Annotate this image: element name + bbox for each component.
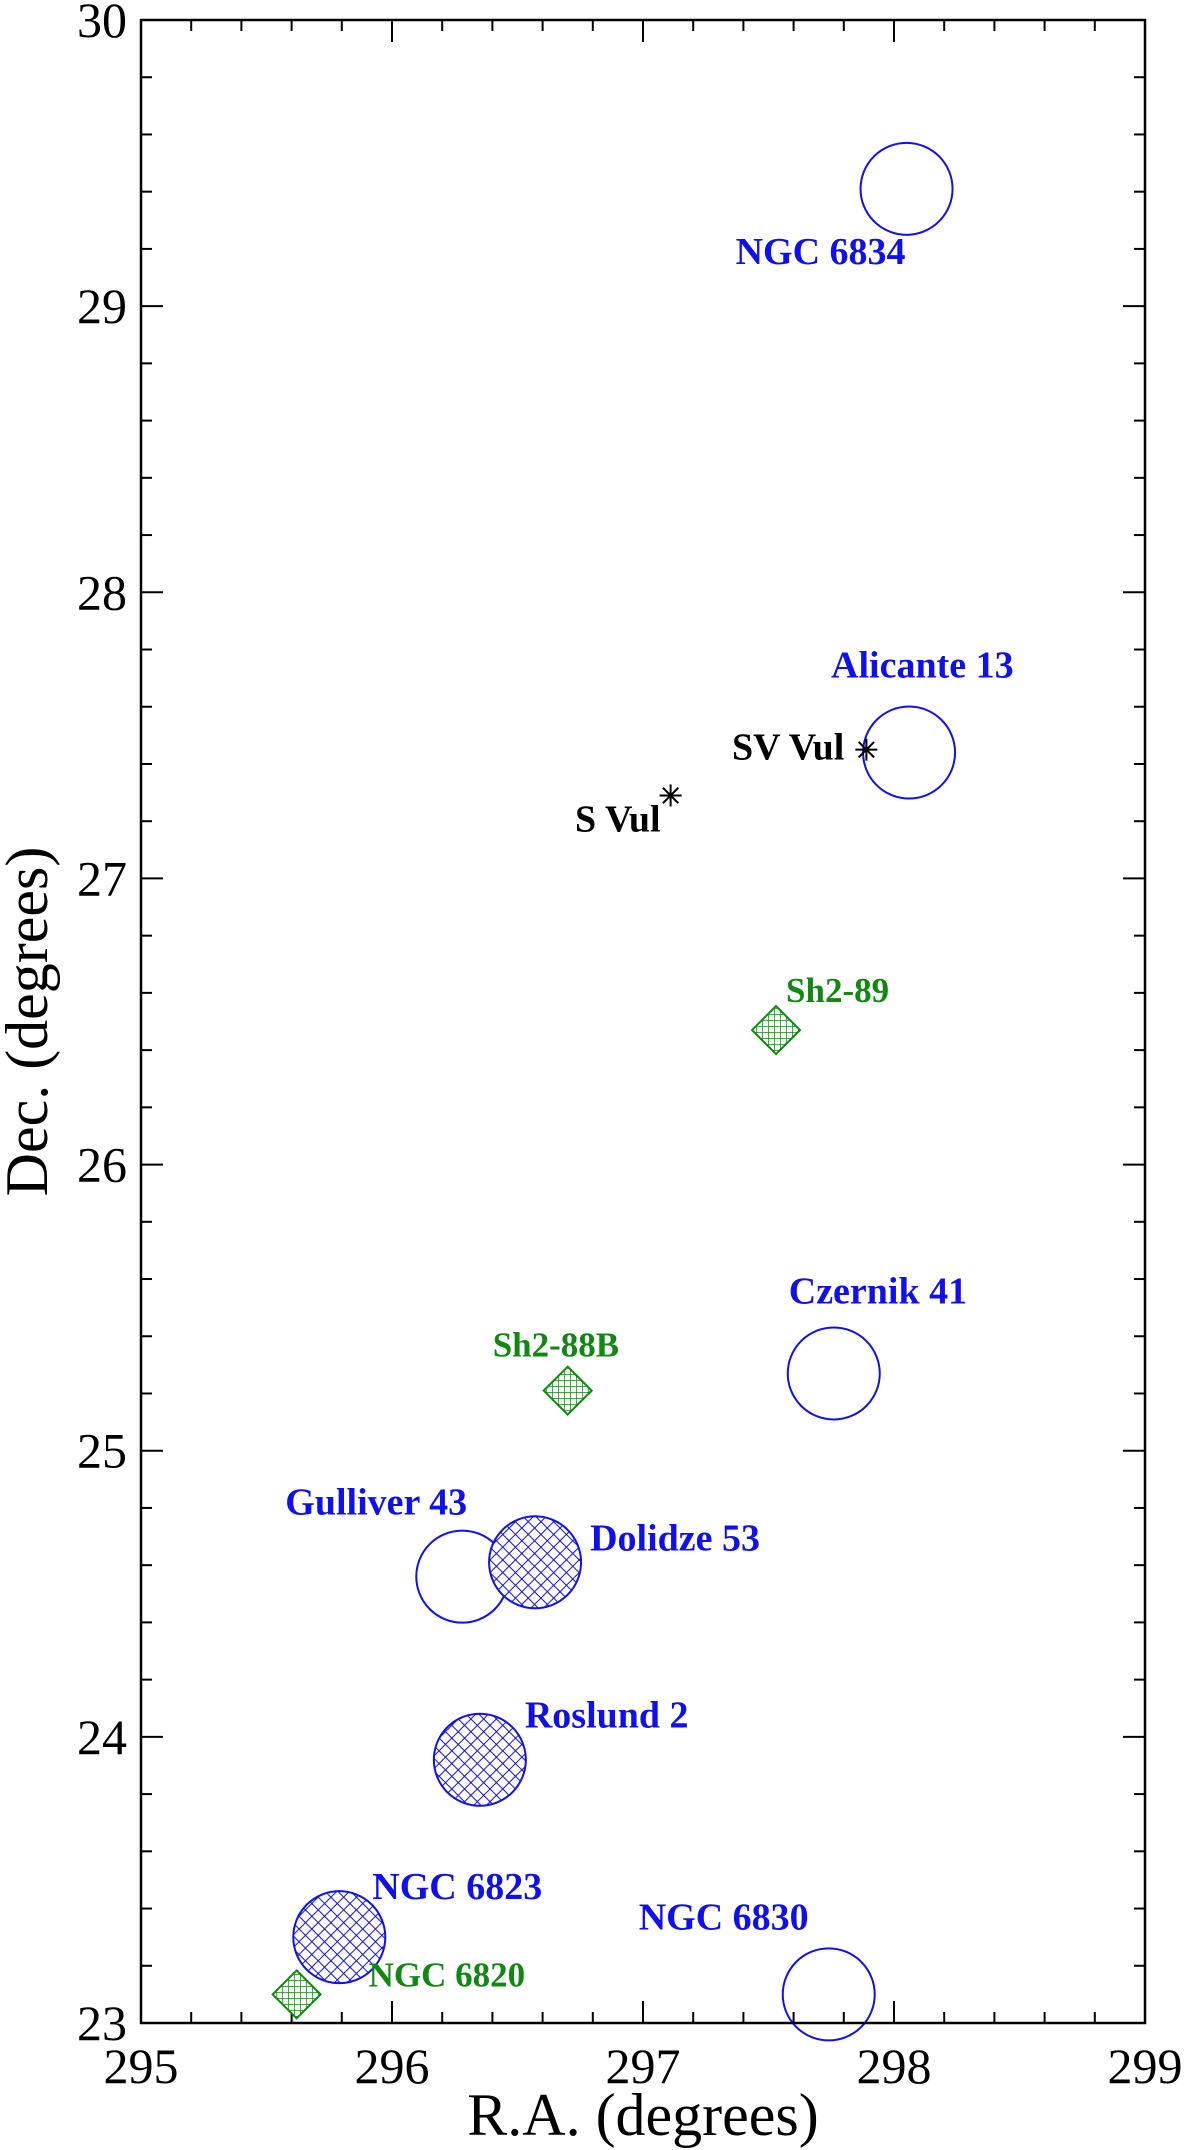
data-markers [271,141,957,2042]
x-axis-title: R.A. (degrees) [467,2082,819,2148]
y-tick-label: 29 [77,278,127,334]
marker-sv-vul [855,738,878,761]
tick-labels: 295 296 297 298 299 23 24 25 26 27 28 29 30 [77,0,1183,2094]
label-sh2-88b: Sh2-88B [493,1326,619,1365]
label-s-vul: S Vul [575,798,661,840]
y-tick-label: 28 [77,564,127,620]
x-tick-label: 299 [1108,2038,1183,2094]
label-sv-vul: SV Vul [732,727,844,769]
label-sh2-89: Sh2-89 [786,971,889,1010]
label-ngc-6834: NGC 6834 [736,231,906,273]
label-ngc-6830: NGC 6830 [639,1896,809,1938]
x-tick-label: 298 [857,2038,932,2094]
marker-roslund-2 [432,1712,527,1807]
label-roslund-2: Roslund 2 [525,1695,689,1737]
label-ngc-6823: NGC 6823 [372,1866,542,1908]
marker-alicante-13 [862,705,957,800]
marker-s-vul [659,784,682,807]
label-dolidze-53: Dolidze 53 [590,1517,760,1559]
marker-ngc-6830 [781,1947,876,2042]
y-tick-label: 23 [77,1995,127,2051]
label-alicante-13: Alicante 13 [831,645,1014,687]
label-gulliver-43: Gulliver 43 [285,1482,467,1524]
marker-ngc-6823 [292,1890,387,1985]
x-tick-label: 295 [104,2038,179,2094]
plot-frame [139,18,1147,2025]
y-tick-label: 24 [77,1709,127,1765]
y-tick-label: 27 [77,850,127,906]
marker-sh2-89 [750,1004,802,1056]
label-ngc-6820: NGC 6820 [369,1955,526,1994]
label-czernik-41: Czernik 41 [789,1270,967,1312]
x-tick-label: 296 [355,2038,430,2094]
marker-dolidze-53 [488,1515,583,1610]
marker-ngc-6820 [271,1968,323,2020]
y-tick-label: 30 [77,0,127,48]
y-tick-label: 26 [77,1137,127,1193]
marker-ngc-6834 [859,141,954,236]
y-axis-title: Dec. (degrees) [0,847,60,1197]
axis-ticks [140,19,1146,2024]
marker-czernik-41 [786,1326,881,1421]
data-labels: NGC 6834 Alicante 13 Czernik 41 Gulliver 43… [285,231,1013,1995]
x-tick-label: 297 [606,2038,681,2094]
marker-sh2-88b [542,1365,594,1417]
y-tick-label: 25 [77,1423,127,1479]
